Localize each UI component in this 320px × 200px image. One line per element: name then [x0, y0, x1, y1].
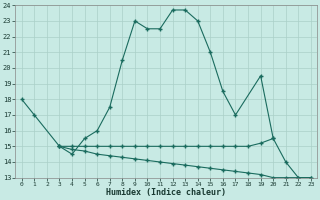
X-axis label: Humidex (Indice chaleur): Humidex (Indice chaleur) [106, 188, 226, 197]
